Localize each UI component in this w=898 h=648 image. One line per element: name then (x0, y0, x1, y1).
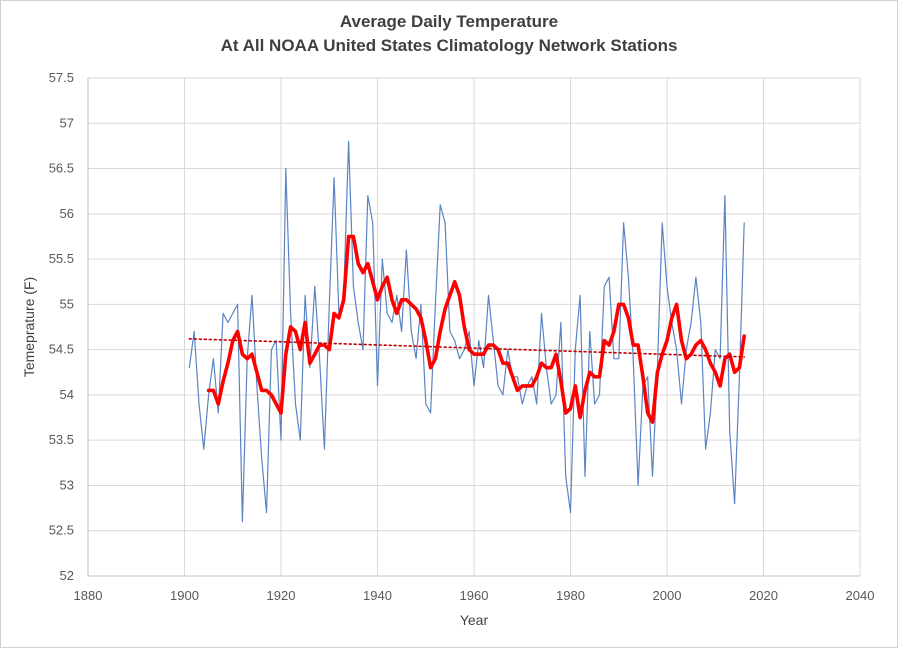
y-tick-label: 54 (60, 387, 74, 402)
y-tick-label: 56 (60, 206, 74, 221)
x-tick-label: 2000 (653, 588, 682, 603)
x-tick-label: 2020 (749, 588, 778, 603)
y-tick-label: 54.5 (49, 342, 74, 357)
y-tick-label: 56.5 (49, 161, 74, 176)
gridlines (87, 77, 861, 577)
trend-line (188, 337, 746, 358)
y-tick-label: 53.5 (49, 432, 74, 447)
y-tick-label: 55 (60, 296, 74, 311)
y-axis-label: Temeprature (F) (21, 277, 37, 377)
series-lines (188, 140, 747, 523)
x-tick-label: 1920 (267, 588, 296, 603)
y-tick-label: 52 (60, 568, 74, 583)
y-tick-label: 53 (60, 477, 74, 492)
y-tick-labels: 52 52.5 53 53.5 54 54.5 55 55.5 56 56.5 57 57.5 (49, 70, 74, 583)
x-tick-label: 1940 (363, 588, 392, 603)
y-tick-label: 55.5 (49, 251, 74, 266)
y-tick-label: 52.5 (49, 523, 74, 538)
x-tick-label: 1900 (170, 588, 199, 603)
chart-subtitle: At All NOAA United States Climatology Ne… (220, 36, 678, 55)
x-axis-label: Year (460, 612, 489, 628)
x-tick-label: 1880 (74, 588, 103, 603)
moving-average-line (206, 234, 747, 424)
axes (87, 78, 860, 577)
x-tick-label: 1960 (460, 588, 489, 603)
y-tick-label: 57.5 (49, 70, 74, 85)
x-tick-labels: 1880 1900 1920 1940 1960 1980 2000 2020 2040 (74, 588, 875, 603)
x-tick-label: 1980 (556, 588, 585, 603)
y-tick-label: 57 (60, 115, 74, 130)
chart-title: Average Daily Temperature (339, 12, 559, 31)
x-tick-label: 2040 (846, 588, 875, 603)
